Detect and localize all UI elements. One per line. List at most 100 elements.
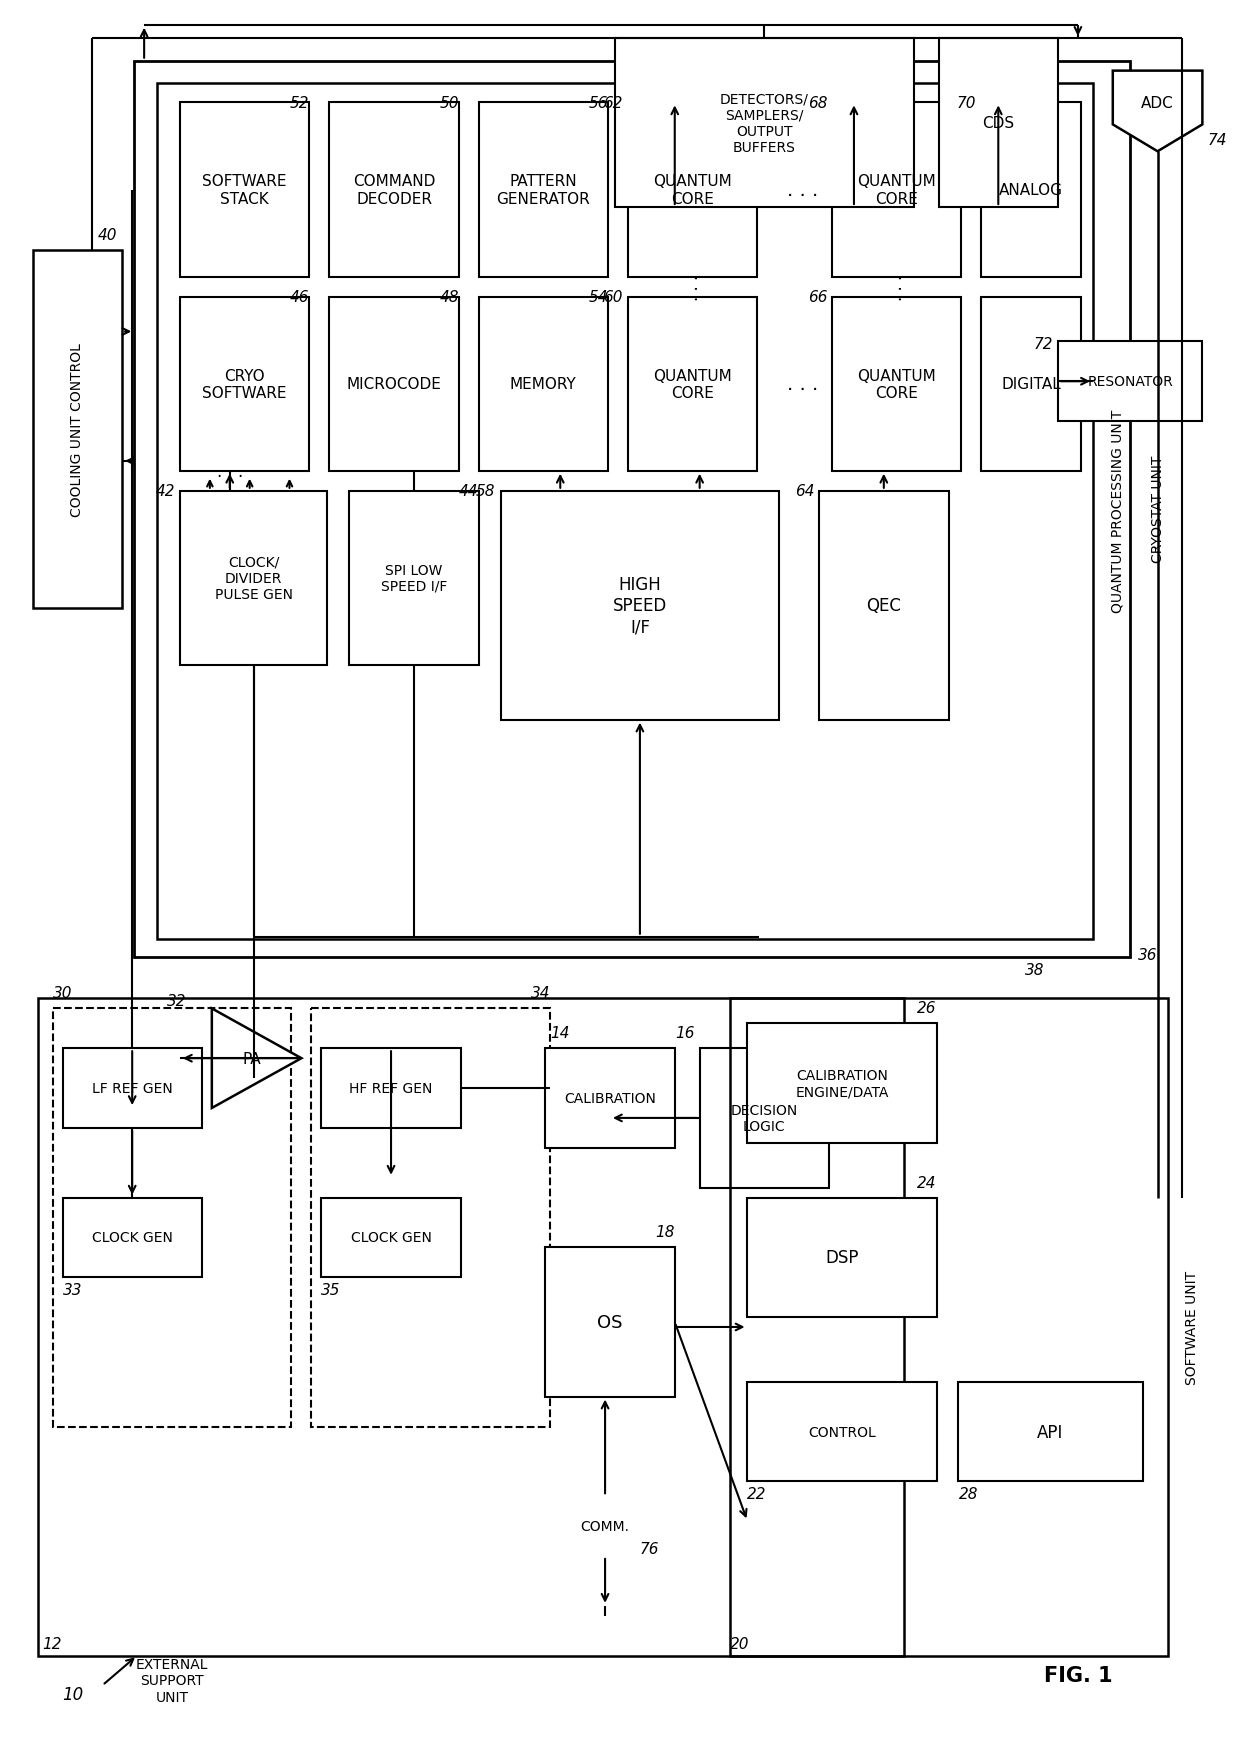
Text: SOFTWARE UNIT: SOFTWARE UNIT — [1185, 1270, 1199, 1385]
Text: DETECTORS/
SAMPLERS/
OUTPUT
BUFFERS: DETECTORS/ SAMPLERS/ OUTPUT BUFFERS — [720, 91, 808, 155]
Text: HIGH
SPEED
I/F: HIGH SPEED I/F — [613, 576, 667, 636]
Text: 58: 58 — [476, 483, 496, 499]
Text: 20: 20 — [729, 1636, 749, 1650]
Text: 72: 72 — [1034, 337, 1053, 351]
Text: API: API — [1038, 1423, 1064, 1441]
Text: 64: 64 — [795, 483, 815, 499]
Text: COOLING UNIT CONTROL: COOLING UNIT CONTROL — [71, 343, 84, 517]
Text: 70: 70 — [957, 95, 976, 111]
Text: QUANTUM
CORE: QUANTUM CORE — [857, 369, 936, 401]
Text: ANALOG: ANALOG — [999, 183, 1063, 199]
Text: 76: 76 — [640, 1541, 660, 1557]
Bar — [350, 492, 479, 666]
Bar — [832, 297, 961, 471]
Bar — [546, 1247, 675, 1397]
Bar — [37, 1000, 904, 1655]
Text: 14: 14 — [551, 1026, 570, 1040]
Text: 48: 48 — [439, 290, 459, 304]
Text: CLOCK GEN: CLOCK GEN — [92, 1230, 172, 1244]
Text: CRYO
SOFTWARE: CRYO SOFTWARE — [202, 369, 286, 401]
Text: 33: 33 — [62, 1283, 82, 1297]
Text: 56: 56 — [589, 95, 608, 111]
Text: 35: 35 — [321, 1283, 341, 1297]
Text: COMM.: COMM. — [580, 1520, 630, 1534]
Text: 66: 66 — [807, 290, 827, 304]
Text: 24: 24 — [918, 1175, 936, 1189]
Bar — [748, 1383, 936, 1481]
Bar — [311, 1009, 551, 1427]
Bar — [939, 39, 1058, 207]
Text: QUANTUM
CORE: QUANTUM CORE — [653, 174, 732, 207]
Text: 26: 26 — [918, 1001, 936, 1016]
Bar — [62, 1049, 202, 1128]
Text: OS: OS — [598, 1312, 622, 1332]
Text: QEC: QEC — [867, 597, 901, 615]
Text: 68: 68 — [807, 95, 827, 111]
Text: QUANTUM
CORE: QUANTUM CORE — [653, 369, 732, 401]
Polygon shape — [1112, 72, 1203, 153]
Bar — [627, 104, 758, 278]
Bar — [52, 1009, 291, 1427]
Text: 38: 38 — [1025, 963, 1044, 977]
Text: PA: PA — [242, 1051, 260, 1066]
Text: DSP: DSP — [826, 1249, 859, 1267]
Text: ADC: ADC — [1141, 97, 1174, 111]
Text: 12: 12 — [42, 1636, 62, 1650]
Text: CRYOSTAT UNIT: CRYOSTAT UNIT — [1151, 455, 1164, 562]
Bar — [501, 492, 779, 720]
Text: CDS: CDS — [982, 116, 1014, 130]
Text: 46: 46 — [290, 290, 310, 304]
Bar — [321, 1049, 461, 1128]
Bar — [157, 84, 1092, 940]
Text: . . .: . . . — [217, 462, 243, 481]
Text: 10: 10 — [62, 1685, 84, 1703]
Bar — [180, 104, 310, 278]
Bar — [62, 1198, 202, 1277]
Text: 40: 40 — [98, 228, 118, 242]
Text: CLOCK GEN: CLOCK GEN — [351, 1230, 432, 1244]
Text: MICROCODE: MICROCODE — [346, 378, 441, 392]
Bar — [820, 492, 949, 720]
Text: . . .: . . . — [786, 374, 818, 394]
Text: 28: 28 — [959, 1486, 978, 1502]
Text: CALIBRATION
ENGINE/DATA: CALIBRATION ENGINE/DATA — [795, 1068, 889, 1098]
Bar — [627, 297, 758, 471]
Text: COMMAND
DECODER: COMMAND DECODER — [353, 174, 435, 207]
Text: QUANTUM
CORE: QUANTUM CORE — [857, 174, 936, 207]
Bar — [180, 297, 310, 471]
Bar — [321, 1198, 461, 1277]
Bar — [729, 1000, 1168, 1655]
Text: 52: 52 — [290, 95, 310, 111]
Text: 62: 62 — [604, 95, 622, 111]
Bar — [479, 297, 608, 471]
Text: MEMORY: MEMORY — [510, 378, 577, 392]
Text: 32: 32 — [167, 994, 186, 1009]
Bar — [981, 297, 1081, 471]
Bar — [959, 1383, 1142, 1481]
Text: PATTERN
GENERATOR: PATTERN GENERATOR — [496, 174, 590, 207]
Text: SPI LOW
SPEED I/F: SPI LOW SPEED I/F — [381, 564, 448, 594]
Text: 60: 60 — [604, 290, 622, 304]
Text: . . .: . . . — [888, 274, 905, 300]
Bar — [699, 1049, 830, 1188]
Text: 74: 74 — [1208, 134, 1226, 148]
Text: 42: 42 — [155, 483, 175, 499]
Bar — [479, 104, 608, 278]
Text: FIG. 1: FIG. 1 — [1044, 1666, 1112, 1685]
Text: 36: 36 — [1137, 947, 1157, 963]
Text: 34: 34 — [531, 986, 551, 1001]
Text: SOFTWARE
STACK: SOFTWARE STACK — [202, 174, 286, 207]
Text: DIGITAL: DIGITAL — [1001, 378, 1061, 392]
Text: CLOCK/
DIVIDER
PULSE GEN: CLOCK/ DIVIDER PULSE GEN — [215, 555, 293, 601]
Text: CONTROL: CONTROL — [808, 1425, 875, 1439]
Bar — [180, 492, 327, 666]
Text: 16: 16 — [675, 1026, 694, 1040]
Bar — [748, 1198, 936, 1318]
Text: DECISION
LOGIC: DECISION LOGIC — [730, 1103, 799, 1133]
Bar — [981, 104, 1081, 278]
Bar — [748, 1024, 936, 1144]
Text: 50: 50 — [439, 95, 459, 111]
Bar — [330, 104, 459, 278]
Text: 22: 22 — [748, 1486, 766, 1502]
Text: . . .: . . . — [683, 274, 702, 300]
